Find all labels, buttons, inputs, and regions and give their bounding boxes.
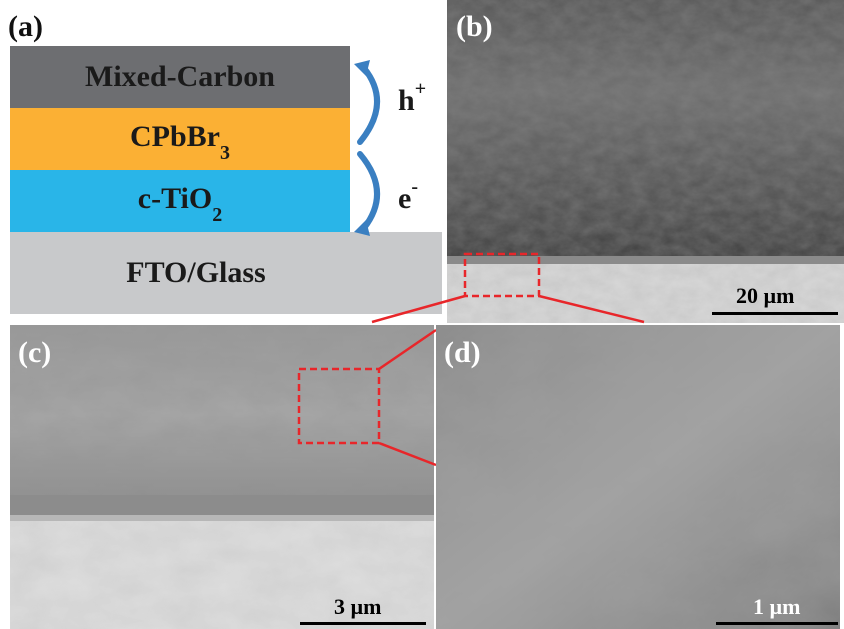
mixed-carbon-layer: Mixed-Carbon [10, 46, 350, 108]
panel-a-label: (a) [8, 10, 43, 43]
perovskite-layer: CPbBr3 [10, 108, 350, 170]
perovskite-label: CPbBr3 [130, 119, 230, 164]
panel-c-label: (c) [18, 336, 52, 369]
electron-label: e- [398, 176, 418, 215]
electron-transfer-arrow [354, 151, 380, 236]
scale-bar-d [716, 622, 838, 625]
panel-b-label: (b) [456, 10, 493, 43]
scale-label-c: 3 µm [334, 594, 382, 619]
fto-glass-layer: FTO/Glass [10, 232, 442, 314]
fto-glass-label: FTO/Glass [126, 256, 266, 289]
panel-d-label: (d) [444, 336, 481, 369]
sem-image-c [10, 325, 434, 629]
scale-label-d: 1 µm [753, 594, 801, 619]
hole-transfer-arrow [354, 60, 380, 145]
tio2-layer: c-TiO2 [10, 170, 350, 232]
hole-label: h+ [398, 78, 427, 117]
mixed-carbon-label: Mixed-Carbon [85, 60, 275, 93]
scale-bar-b [712, 312, 838, 315]
sem-image-d [436, 325, 840, 629]
sem-image-b [447, 0, 844, 323]
scale-label-b: 20 µm [736, 283, 795, 308]
scale-bar-c [300, 622, 426, 625]
tio2-label: c-TiO2 [137, 181, 223, 226]
